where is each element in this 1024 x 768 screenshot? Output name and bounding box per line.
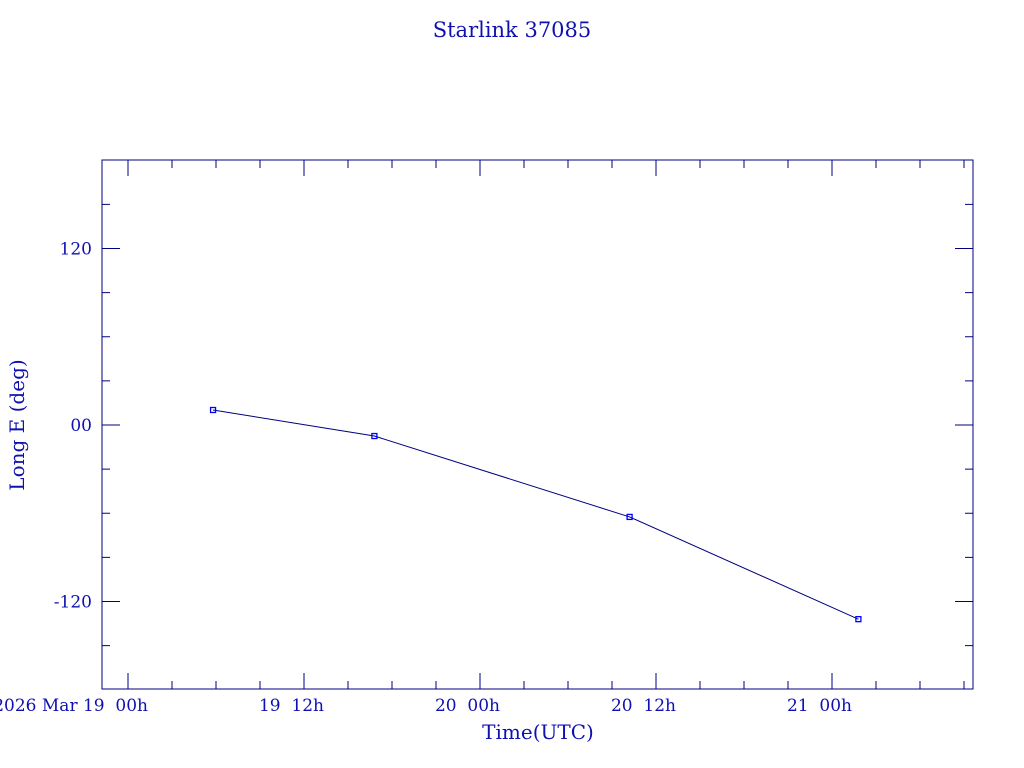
plot-frame	[101, 159, 974, 690]
x-tick-label: 20 00h	[435, 696, 500, 716]
chart-title: Starlink 37085	[433, 18, 592, 42]
data-point	[626, 513, 633, 521]
data-point	[855, 616, 862, 623]
y-tick-labels: 120 00 -120	[54, 240, 92, 613]
data-point	[371, 432, 378, 440]
x-axis-label: Time(UTC)	[482, 720, 594, 744]
x-tick-label: 20 12h	[611, 696, 676, 716]
y-tick-label: 120	[60, 240, 92, 260]
data-point	[209, 406, 217, 414]
y-tick-label: -120	[54, 593, 92, 613]
y-tick-label: 00	[70, 416, 92, 436]
series-layer	[209, 406, 862, 623]
axis-ticks	[102, 160, 973, 689]
y-axis-label: Long E (deg)	[5, 359, 29, 490]
x-tick-labels: 2026 Mar 19 00h 19 12h 20 00h 20 12h 21 00h	[0, 696, 852, 716]
series-line	[212, 409, 859, 620]
x-tick-label: 19 12h	[259, 696, 324, 716]
x-tick-label: 2026 Mar 19 00h	[0, 696, 148, 716]
x-tick-label: 21 00h	[787, 696, 852, 716]
